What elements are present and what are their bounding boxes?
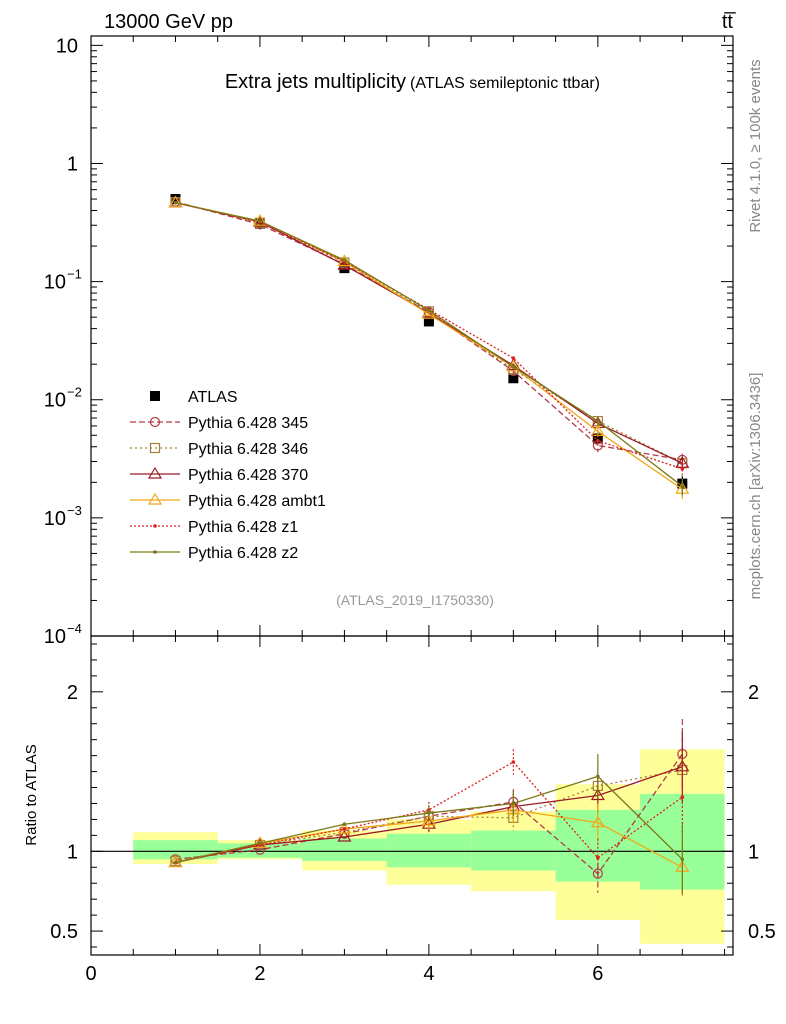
ratio-point-ambt1-6: [590, 815, 605, 828]
legend-label-p345: Pythia 6.428 345: [188, 415, 308, 432]
legend-label-atlas: ATLAS: [188, 389, 238, 406]
ratio-y-tick-label: 0.5: [50, 921, 78, 943]
legend-label-p346: Pythia 6.428 346: [188, 441, 308, 458]
ratio-point-z1-6: [596, 855, 600, 860]
main-point-z1-7: [680, 467, 685, 471]
atlas-point-6: [592, 433, 603, 444]
legend-marker-ambt1: [147, 492, 163, 505]
main-point-z2-3: [342, 258, 347, 262]
mcplots-label: mcplots.cern.ch [arXiv:1306.3436]: [747, 373, 764, 600]
ratio-point-p370-6: [590, 788, 605, 801]
ratio-y-tick-label-right: 1: [748, 841, 759, 863]
ratio-point-z2-4: [427, 811, 431, 815]
band-inner-3: [386, 833, 472, 868]
main-point-ambt1-1: [168, 195, 183, 208]
y-tick-label: 10: [44, 390, 66, 412]
legend-label-z1: Pythia 6.428 z1: [188, 519, 298, 536]
y-tick-exponent: −4: [67, 621, 82, 636]
ratio-point-p370-3: [337, 829, 352, 842]
ratio-point-z2-2: [258, 841, 262, 846]
legend-marker-z2: [153, 550, 157, 554]
ratio-point-z2-5: [511, 801, 516, 806]
ratio-point-z2-1: [173, 860, 178, 865]
y-tick-exponent: −2: [67, 385, 82, 400]
main-point-z1-5: [511, 356, 516, 360]
main-point-z2-1: [173, 200, 178, 205]
main-point-z2-7: [680, 484, 685, 489]
ratio-point-z2-7: [680, 857, 685, 862]
y-tick-label: 10: [44, 272, 66, 294]
chart-title: Extra jets multiplicity: [225, 71, 406, 93]
ratio-point-z1-7: [680, 795, 685, 799]
ratio-point-z2-3: [342, 822, 347, 827]
band-inner-0: [133, 840, 218, 860]
ratio-y-tick-label-right: 2: [748, 682, 759, 704]
ratio-panel: 0 2 4 6 0.5 0.5 1 1 2 2: [50, 635, 776, 985]
ratio-point-ambt1-4: [421, 813, 436, 826]
ratio-point-z1-3: [342, 827, 347, 831]
main-point-z2-5: [511, 365, 516, 369]
atlas-point-5: [508, 373, 519, 384]
y-tick-label: 10: [56, 35, 78, 57]
ratio-y-tick-label: 1: [67, 841, 78, 863]
y-tick-exponent: −1: [67, 267, 82, 282]
ratio-point-z2-6: [596, 774, 600, 779]
ratio-ylabel: Ratio to ATLAS: [23, 744, 40, 845]
main-point-z1-6: [596, 438, 600, 443]
x-tick-label: 4: [423, 963, 434, 985]
y-tick-label: 10: [44, 508, 66, 530]
x-tick-label: 6: [592, 963, 603, 985]
analysis-label: (ATLAS_2019_I1750330): [336, 592, 494, 608]
x-tick-label: 2: [254, 963, 265, 985]
rivet-label: Rivet 4.1.0, ≥ 100k events: [747, 59, 764, 232]
legend-label-p370: Pythia 6.428 370: [188, 467, 308, 484]
ratio-point-z1-5: [511, 760, 516, 764]
header-process: tt̅: [722, 11, 736, 33]
x-tick-label: 0: [85, 963, 96, 985]
main-point-ambt1-5: [506, 359, 521, 372]
ratio-y-tick-label: 2: [67, 682, 78, 704]
legend-marker-atlas: [150, 391, 160, 401]
ratio-frame: [90, 635, 734, 956]
legend-marker-z1: [153, 524, 157, 528]
atlas-point-3: [339, 263, 350, 274]
legend-label-z2: Pythia 6.428 z2: [188, 545, 298, 562]
ratio-y-tick-label-right: 0.5: [748, 921, 776, 943]
y-tick-exponent: −3: [67, 503, 82, 518]
legend-marker-p345: [149, 416, 161, 428]
y-tick-label: 10: [44, 626, 66, 648]
band-inner-2: [302, 838, 387, 861]
ratio-point-p345-6: [592, 868, 603, 879]
legend: ATLAS Pythia 6.428 345 Pythia 6.428 346 Pyt…: [130, 389, 326, 562]
band-inner-1: [217, 843, 303, 858]
legend-label-ambt1: Pythia 6.428 ambt1: [188, 493, 326, 510]
main-point-z2-6: [596, 419, 600, 423]
legend-marker-p346: [149, 442, 161, 454]
atlas-point-1: [170, 194, 181, 205]
main-point-z2-4: [427, 308, 431, 313]
legend-marker-p370: [147, 466, 163, 479]
chart-subtitle: (ATLAS semileptonic ttbar): [410, 75, 600, 92]
atlas-point-4: [423, 316, 434, 327]
ratio-point-ambt1-3: [337, 821, 352, 834]
header-energy: 13000 GeV pp: [104, 11, 233, 33]
main-point-z2-2: [258, 219, 262, 223]
y-tick-label: 1: [67, 153, 78, 175]
band-inner-4: [471, 830, 556, 871]
